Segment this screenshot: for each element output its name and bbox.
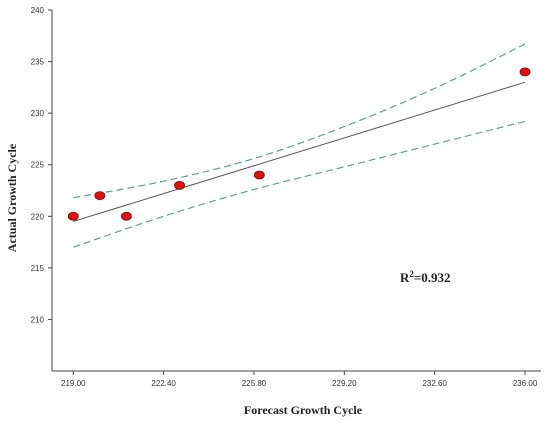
r-squared-value: =0.932 <box>414 270 451 285</box>
x-axis-title: Forecast Growth Cycle <box>244 403 363 417</box>
y-tick-label: 235 <box>31 58 45 67</box>
y-axis-title: Actual Growth Cycle <box>5 143 19 252</box>
confidence-band-upper <box>73 43 526 199</box>
x-tick-label: 219.00 <box>61 379 86 388</box>
y-tick-label: 240 <box>31 6 45 15</box>
r-squared-annotation: R2=0.932 <box>400 269 451 285</box>
y-tick-label: 220 <box>31 212 45 221</box>
x-tick-label: 232.60 <box>422 379 447 388</box>
confidence-band-lower <box>73 120 526 248</box>
x-tick-label: 225.80 <box>242 379 267 388</box>
data-point <box>519 67 531 77</box>
data-point <box>67 211 79 221</box>
data-point <box>253 170 265 180</box>
regression-line <box>73 81 526 222</box>
r-squared-label: R <box>400 270 410 285</box>
y-tick-label: 225 <box>31 161 45 170</box>
x-tick-label: 229.20 <box>332 379 357 388</box>
y-tick-label: 215 <box>31 264 45 273</box>
data-point <box>174 180 185 190</box>
plot-area: 210 215 220 225 230 235 240 219.00 222.40 225.80 2… <box>31 6 541 388</box>
x-tick-label: 236.00 <box>513 379 538 388</box>
y-tick-label: 210 <box>31 315 45 324</box>
y-tick-label: 230 <box>31 109 45 118</box>
data-point <box>94 191 106 201</box>
r-squared-superscript: 2 <box>409 269 414 279</box>
data-point <box>121 211 132 221</box>
x-tick-label: 222.40 <box>151 379 176 388</box>
